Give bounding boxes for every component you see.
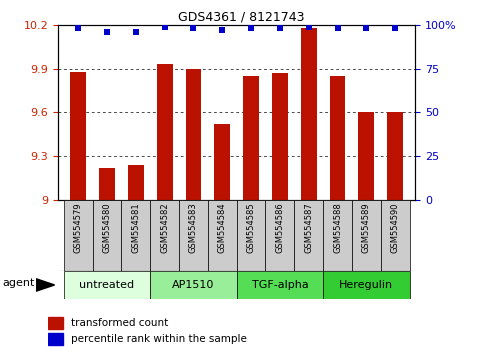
- Bar: [387, 113, 403, 200]
- Point: [74, 25, 82, 31]
- Text: agent: agent: [2, 278, 35, 288]
- Point: [247, 25, 255, 31]
- Bar: [272, 73, 288, 200]
- Text: percentile rank within the sample: percentile rank within the sample: [71, 334, 247, 344]
- Polygon shape: [36, 279, 55, 291]
- Text: GSM554589: GSM554589: [362, 202, 371, 253]
- Point: [276, 25, 284, 31]
- Bar: [237, 200, 266, 271]
- Text: GSM554580: GSM554580: [102, 202, 112, 253]
- Bar: [128, 165, 144, 200]
- Bar: [381, 200, 410, 271]
- Bar: [301, 28, 317, 200]
- Text: GSM554579: GSM554579: [73, 202, 83, 253]
- Bar: [352, 200, 381, 271]
- Text: GSM554584: GSM554584: [218, 202, 227, 253]
- Text: TGF-alpha: TGF-alpha: [252, 280, 308, 290]
- Text: untreated: untreated: [79, 280, 135, 290]
- Bar: [214, 124, 230, 200]
- Bar: [294, 200, 323, 271]
- Bar: [48, 333, 63, 345]
- Text: GSM554586: GSM554586: [275, 202, 284, 253]
- Bar: [329, 76, 345, 200]
- Bar: [185, 69, 201, 200]
- Bar: [150, 200, 179, 271]
- Bar: [237, 271, 323, 299]
- Text: GDS4361 / 8121743: GDS4361 / 8121743: [178, 11, 305, 24]
- Text: GSM554583: GSM554583: [189, 202, 198, 253]
- Point: [218, 27, 226, 33]
- Point: [334, 25, 341, 31]
- Bar: [93, 200, 121, 271]
- Text: AP1510: AP1510: [172, 280, 214, 290]
- Point: [132, 29, 140, 35]
- Point: [391, 25, 399, 31]
- Bar: [208, 200, 237, 271]
- Text: GSM554582: GSM554582: [160, 202, 169, 253]
- Bar: [323, 271, 410, 299]
- Bar: [323, 200, 352, 271]
- Text: GSM554581: GSM554581: [131, 202, 140, 253]
- Bar: [121, 200, 150, 271]
- Bar: [179, 200, 208, 271]
- Point: [305, 24, 313, 29]
- Bar: [64, 271, 150, 299]
- Point: [103, 29, 111, 35]
- Bar: [64, 200, 93, 271]
- Bar: [99, 168, 115, 200]
- Text: GSM554588: GSM554588: [333, 202, 342, 253]
- Bar: [266, 200, 294, 271]
- Point: [363, 25, 370, 31]
- Point: [189, 25, 197, 31]
- Bar: [358, 113, 374, 200]
- Bar: [48, 317, 63, 329]
- Text: GSM554585: GSM554585: [247, 202, 256, 253]
- Bar: [70, 72, 86, 200]
- Bar: [150, 271, 237, 299]
- Bar: [243, 76, 259, 200]
- Text: Heregulin: Heregulin: [340, 280, 394, 290]
- Bar: [156, 64, 172, 200]
- Text: GSM554587: GSM554587: [304, 202, 313, 253]
- Point: [161, 24, 169, 29]
- Text: GSM554590: GSM554590: [391, 202, 400, 253]
- Text: transformed count: transformed count: [71, 318, 168, 328]
